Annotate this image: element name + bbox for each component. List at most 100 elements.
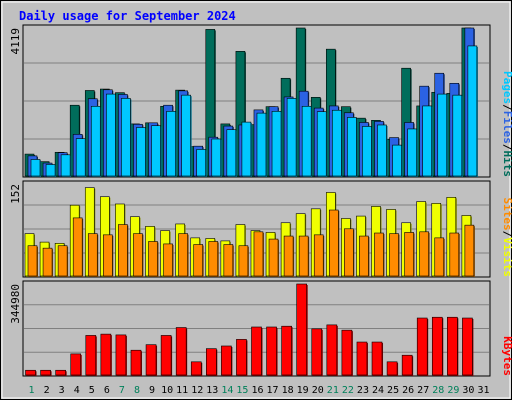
x-tick-label-10: 10: [161, 385, 173, 396]
bar-visits-sites-30: [464, 224, 475, 277]
bar-visits-sites-21: [328, 209, 339, 277]
x-tick-label-8: 8: [134, 385, 140, 396]
bar-visits-sites-29: [449, 232, 460, 277]
bar-hits-pages-9: [151, 125, 161, 177]
axis-label-hits-files: Files: [501, 111, 512, 144]
x-tick-label-30: 30: [462, 385, 474, 396]
bar-visits-sites-13: [208, 241, 219, 277]
bar-kbytes-kbytes-9: [145, 344, 157, 376]
axis-label-separator: /: [501, 104, 512, 111]
x-tick-label-25: 25: [387, 385, 399, 396]
x-tick-label-5: 5: [89, 385, 95, 396]
bar-visits-sites-14: [223, 244, 234, 277]
bar-kbytes-kbytes-3: [55, 369, 66, 376]
x-tick-label-21: 21: [327, 385, 339, 396]
bar-kbytes-kbytes-28: [431, 316, 443, 376]
bar-visits-sites-6: [103, 234, 113, 277]
bar-hits-pages-28: [437, 93, 448, 177]
axis-label-kbytes: KBytes: [501, 336, 512, 376]
x-tick-label-26: 26: [402, 385, 414, 396]
bar-hits-pages-12: [196, 149, 207, 177]
bar-visits-sites-22: [344, 228, 354, 277]
x-tick-label-24: 24: [372, 385, 384, 396]
axis-label-hits: Pages/Files/Hits: [501, 71, 512, 177]
bar-hits-pages-25: [392, 144, 402, 177]
bar-hits-pages-3: [60, 154, 71, 177]
bar-kbytes-kbytes-27: [416, 317, 428, 376]
axis-label-hits-hits: Hits: [501, 151, 512, 178]
bar-kbytes-kbytes-21: [326, 324, 338, 376]
bar-visits-sites-11: [178, 233, 188, 277]
bar-kbytes-kbytes-6: [100, 333, 112, 376]
axis-label-separator: /: [501, 231, 512, 238]
x-tick-label-11: 11: [176, 385, 188, 396]
bar-hits-pages-8: [136, 127, 146, 177]
axis-label-hits-pages: Pages: [501, 71, 512, 104]
bar-kbytes-kbytes-5: [85, 335, 97, 376]
bar-visits-sites-9: [148, 241, 158, 277]
bar-kbytes-kbytes-11: [175, 327, 187, 376]
x-tick-label-1: 1: [29, 385, 35, 396]
bar-visits-sites-20: [313, 234, 324, 277]
panel-kbytes: 344980 KBytes: [9, 280, 512, 377]
bar-hits-pages-23: [362, 126, 372, 177]
x-tick-label-20: 20: [312, 385, 324, 396]
axis-label-visits-sites: Sites: [501, 198, 512, 231]
bar-kbytes-kbytes-24: [371, 341, 383, 376]
bar-hits-pages-7: [121, 98, 131, 177]
bar-kbytes-kbytes-10: [160, 335, 172, 376]
bar-kbytes-kbytes-26: [401, 354, 413, 376]
x-axis-labels: 1 2 3 4 5 6 7 8 9 10 11 12 13 14 15 16 17 18 19 20 21 22 23 24 2…: [29, 385, 490, 396]
bar-hits-pages-13: [211, 138, 222, 177]
bar-kbytes-kbytes-12: [190, 361, 202, 376]
bar-hits-pages-10: [166, 111, 176, 177]
bar-hits-pages-15: [241, 121, 252, 177]
bar-visits-sites-23: [359, 235, 369, 277]
bar-visits-sites-7: [118, 224, 128, 277]
panels-layer: 4119Pages/Files/Hits152Sites/Visits34498…: [9, 24, 512, 377]
bar-kbytes-kbytes-29: [447, 316, 458, 376]
bar-visits-sites-17: [268, 238, 279, 277]
bar-kbytes-kbytes-25: [386, 361, 398, 376]
bar-kbytes-kbytes-23: [356, 341, 368, 376]
bar-visits-sites-16: [253, 231, 264, 277]
x-tick-label-3: 3: [59, 385, 65, 396]
bar-hits-pages-19: [301, 105, 312, 177]
axis-label-separator: /: [501, 144, 512, 151]
bar-hits-pages-17: [271, 111, 282, 177]
bar-visits-sites-28: [434, 237, 445, 277]
bar-visits-sites-19: [298, 235, 309, 277]
axis-label-visits-visits: Visits: [501, 237, 512, 277]
bar-hits-pages-21: [331, 109, 342, 177]
x-tick-label-31: 31: [477, 385, 489, 396]
bar-hits-pages-11: [181, 94, 191, 177]
x-tick-label-6: 6: [104, 385, 110, 396]
axis-label-visits: Sites/Visits: [501, 198, 512, 278]
bar-hits-pages-29: [452, 94, 463, 177]
bar-visits-sites-26: [404, 232, 414, 277]
bar-kbytes-kbytes-15: [236, 339, 247, 376]
bar-kbytes-kbytes-14: [221, 345, 232, 376]
bar-kbytes-kbytes-19: [296, 283, 307, 376]
bar-hits-pages-14: [226, 129, 237, 177]
bar-kbytes-kbytes-30: [462, 317, 473, 376]
bar-kbytes-kbytes-2: [40, 369, 51, 376]
y-max-label-visits: 152: [9, 184, 22, 204]
x-tick-label-9: 9: [149, 385, 155, 396]
bar-kbytes-kbytes-16: [251, 326, 262, 376]
bar-hits-pages-18: [286, 98, 297, 177]
axis-label-kbytes-kbytes: KBytes: [501, 336, 512, 376]
bar-hits-pages-22: [347, 117, 357, 177]
bar-hits-pages-5: [90, 105, 101, 177]
bar-visits-sites-25: [389, 233, 399, 277]
x-tick-label-17: 17: [267, 385, 279, 396]
y-max-label-hits: 4119: [9, 28, 22, 55]
bar-kbytes-kbytes-18: [281, 325, 292, 376]
bar-hits-pages-24: [377, 124, 387, 177]
x-tick-label-16: 16: [251, 385, 263, 396]
bar-kbytes-kbytes-1: [25, 369, 36, 376]
bar-visits-sites-5: [87, 233, 98, 277]
